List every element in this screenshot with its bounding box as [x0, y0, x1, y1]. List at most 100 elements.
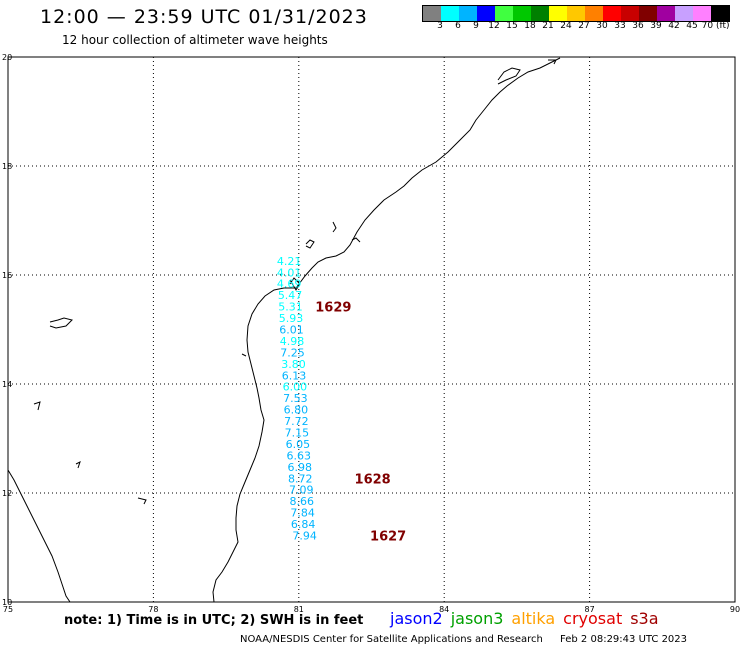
color-swatch	[459, 6, 477, 21]
wave-height-value: 6.13	[282, 369, 307, 382]
coastline-bay-details	[497, 67, 521, 85]
color-scale-label: 70 (ft)	[701, 21, 730, 31]
coastline-island-west	[49, 317, 73, 329]
wave-height-value: 8.66	[289, 495, 314, 508]
color-swatch	[441, 6, 459, 21]
wave-height-value: 6.05	[286, 438, 311, 451]
y-tick-label: 16	[2, 271, 12, 280]
satellite-legend: jason2 jason3 altika cryosat s3a	[390, 609, 667, 628]
color-swatch	[621, 6, 639, 21]
wave-height-value: 6.63	[287, 449, 312, 462]
coastline	[7, 57, 561, 603]
color-swatch	[711, 6, 729, 21]
satellite-s3a: s3a	[630, 609, 659, 628]
color-swatch	[639, 6, 657, 21]
color-swatch	[423, 6, 441, 21]
wave-height-value: 4.69	[277, 278, 302, 291]
color-swatch	[477, 6, 495, 21]
y-tick-label: 10	[2, 598, 12, 607]
color-scale-label: 27	[578, 21, 590, 31]
coastline-godavari-delta	[289, 277, 301, 291]
wave-height-value: 5.93	[279, 312, 304, 325]
color-scale-label: 33	[614, 21, 626, 31]
x-tick-label: 84	[439, 605, 449, 614]
color-swatch	[693, 6, 711, 21]
color-swatch	[585, 6, 603, 21]
wave-height-value: 7.25	[280, 346, 305, 359]
y-tick-label: 12	[2, 489, 12, 498]
wave-height-value: 5.31	[278, 301, 303, 314]
x-tick-label: 75	[3, 605, 13, 614]
coastline-small-island-2	[137, 497, 147, 505]
wave-height-value: 7.84	[290, 507, 315, 520]
color-swatch	[567, 6, 585, 21]
color-swatch	[531, 6, 549, 21]
wave-height-value: 5.47	[278, 289, 303, 302]
pass-time-labels: 1629 1628 1627	[315, 301, 406, 545]
color-scale-label: 9	[473, 21, 479, 31]
x-tick-label: 90	[730, 605, 740, 614]
color-scale-label: 39	[650, 21, 662, 31]
wave-height-value: 7.15	[285, 427, 310, 440]
satellite-cryosat: cryosat	[563, 609, 623, 628]
color-swatch	[549, 6, 567, 21]
coastline-east-inlet	[332, 221, 337, 233]
footer-note: note: 1) Time is in UTC; 2) SWH is in fe…	[64, 613, 364, 628]
wave-height-value: 4.98	[280, 335, 305, 348]
axis-tick-labels: 75 78 81 84 87 90 10 12 14 16 18 20	[2, 53, 740, 614]
color-swatch	[675, 6, 693, 21]
coastline-india-east	[212, 57, 561, 603]
x-tick-label: 87	[585, 605, 595, 614]
wave-height-value: 4.01	[277, 266, 302, 279]
map-subtitle: 12 hour collection of altimeter wave hei…	[62, 33, 328, 47]
color-scale-label: 15	[506, 21, 518, 31]
coastline-lake-chilika	[305, 239, 315, 249]
coastline-sri-lanka-west	[7, 469, 71, 603]
color-scale-label: 6	[455, 21, 461, 31]
map-frame	[7, 56, 736, 603]
wave-height-value: 6.00	[283, 381, 308, 394]
wave-height-value: 6.84	[291, 518, 316, 531]
coastline-small-island-3	[75, 461, 81, 469]
credit-text: NOAA/NESDIS Center for Satellite Applica…	[240, 634, 543, 645]
x-tick-label: 81	[294, 605, 304, 614]
wave-height-value: 7.53	[283, 392, 308, 405]
wave-height-observations: 4.214.014.695.475.315.936.014.987.253.80…	[277, 255, 317, 543]
coastline-small-island	[33, 401, 41, 411]
color-scale-bar	[422, 5, 730, 22]
satellite-altika: altika	[511, 609, 556, 628]
wave-height-value: 6.01	[279, 324, 304, 337]
color-swatch	[495, 6, 513, 21]
color-scale-label: 18	[524, 21, 536, 31]
pass-time: 1628	[355, 472, 391, 487]
generated-timestamp: Feb 2 08:29:43 UTC 2023	[560, 634, 688, 645]
wave-height-value: 4.21	[277, 255, 302, 268]
map-grid	[7, 56, 736, 603]
color-scale-label: 42	[668, 21, 680, 31]
wave-height-value: 8.72	[288, 472, 313, 485]
wave-height-value: 7.72	[284, 415, 309, 428]
pass-time: 1629	[315, 301, 351, 316]
color-scale-label: 3	[437, 21, 443, 31]
color-scale-label: 21	[542, 21, 554, 31]
wave-height-value: 7.09	[289, 484, 314, 497]
map-title: 12:00 — 23:59 UTC 01/31/2023	[40, 6, 368, 28]
color-swatch	[513, 6, 531, 21]
color-scale-label: 24	[560, 21, 572, 31]
wave-height-value: 6.80	[284, 404, 309, 417]
wave-height-value: 3.80	[281, 358, 306, 371]
color-swatch	[603, 6, 621, 21]
color-scale-label: 30	[596, 21, 608, 31]
x-tick-label: 78	[148, 605, 158, 614]
satellite-jason2: jason2	[390, 609, 443, 628]
wave-height-value: 7.94	[292, 530, 317, 543]
y-tick-label: 14	[2, 380, 12, 389]
coastline-hills	[351, 237, 361, 243]
satellite-jason3: jason3	[450, 609, 504, 628]
color-scale-label: 45	[686, 21, 698, 31]
color-swatch	[657, 6, 675, 21]
coastline-island	[548, 59, 557, 65]
y-tick-label: 18	[2, 162, 12, 171]
y-tick-label: 20	[2, 53, 12, 62]
